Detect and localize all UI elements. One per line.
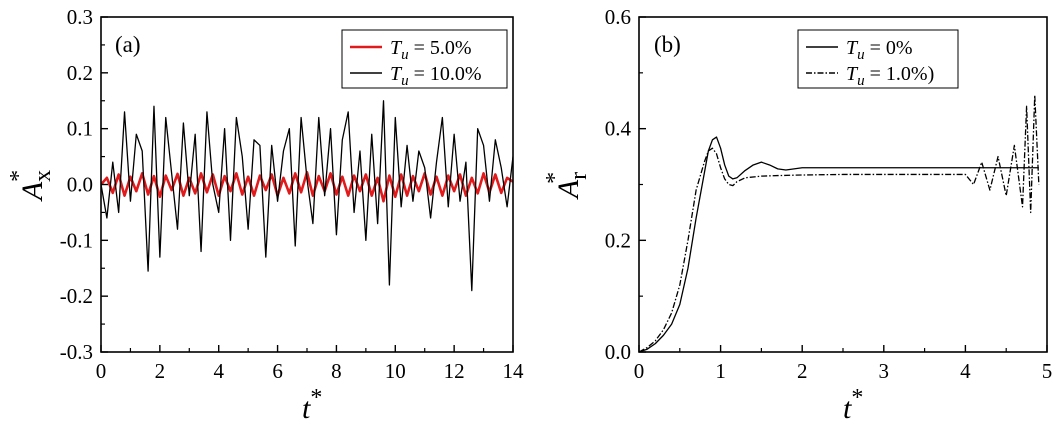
x-tick-label: 3 (879, 359, 890, 383)
legend-symbol: T (390, 37, 403, 59)
x-tick-label: 8 (331, 359, 342, 383)
series-line-2 (101, 100, 513, 292)
y-axis-sub: x (30, 170, 56, 182)
x-tick-label: 5 (1042, 359, 1053, 383)
y-axis-sup: * (6, 170, 32, 182)
legend-box (797, 29, 959, 89)
legend-entry: Tu = 1.0%) (846, 63, 934, 89)
x-axis-symbol: t (302, 392, 311, 425)
x-tick-label: 2 (155, 359, 166, 383)
x-axis-sup: * (851, 385, 863, 411)
y-tick-label: 0.3 (67, 5, 93, 29)
y-tick-label: 0.1 (67, 117, 93, 141)
x-axis-title: t* (302, 385, 322, 425)
panel-label: (a) (115, 32, 141, 57)
legend: Tu = 0%Tu = 1.0%) (797, 29, 959, 89)
y-tick-label: -0.1 (60, 228, 93, 252)
legend-value: = 10.0% (409, 63, 482, 85)
legend-sub: u (401, 47, 409, 63)
legend-symbol: T (846, 63, 859, 85)
legend-value: = 5.0% (409, 37, 472, 59)
legend-entry: Tu = 10.0% (390, 63, 482, 89)
y-axis-symbol: A (16, 181, 49, 202)
x-tick-label: 10 (385, 359, 406, 383)
x-tick-label: 14 (503, 359, 525, 383)
legend-sub: u (401, 73, 409, 89)
legend-sub: u (857, 73, 865, 89)
legend-value: = 1.0%) (865, 63, 935, 85)
y-tick-label: 0.4 (605, 117, 632, 141)
x-tick-label: 12 (444, 359, 465, 383)
legend: Tu = 5.0%Tu = 10.0% (341, 29, 508, 89)
x-tick-label: 4 (213, 359, 224, 383)
x-tick-label: 1 (715, 359, 726, 383)
x-tick-label: 0 (96, 359, 107, 383)
legend-box (341, 29, 508, 89)
series-line-2 (639, 94, 1040, 352)
panel-b: 0 1 2 3 4 50.00.20.40.6(b)t*Ar*Tu = 0%Tu = 1.… (542, 5, 1052, 425)
y-axis-title: Ax* (6, 170, 56, 202)
y-axis-sup: * (542, 172, 568, 184)
x-axis-sup: * (310, 385, 322, 411)
legend-value: = 0% (865, 37, 913, 59)
series-line-1 (639, 136, 1039, 352)
panel-a: 0 2 4 6 8 10 12 14-0.3-0.2-0.10.00.10.20.3(a)t*… (6, 5, 524, 425)
x-tick-label: 2 (797, 359, 808, 383)
y-axis-text: Ar* (542, 172, 592, 200)
x-axis-symbol: t (843, 392, 852, 425)
x-axis-title: t* (843, 385, 863, 425)
legend-entry: Tu = 5.0% (390, 37, 472, 63)
y-tick-label: 0.0 (605, 340, 631, 364)
legend-symbol: T (390, 63, 403, 85)
y-tick-label: -0.2 (60, 284, 93, 308)
y-tick-label: 0.2 (67, 61, 93, 85)
legend-sub: u (857, 47, 865, 63)
y-tick-label: -0.3 (60, 340, 93, 364)
y-axis-symbol: A (552, 179, 585, 200)
y-tick-label: 0.0 (67, 173, 93, 197)
y-tick-label: 0.6 (605, 5, 631, 29)
x-tick-label: 6 (272, 359, 283, 383)
x-tick-label: 4 (960, 359, 971, 383)
legend-entry: Tu = 0% (846, 37, 913, 63)
legend-symbol: T (846, 37, 859, 59)
y-tick-label: 0.2 (605, 228, 631, 252)
panel-label: (b) (654, 32, 681, 57)
y-axis-sub: r (566, 172, 592, 180)
y-axis-title: Ar* (542, 172, 592, 200)
x-tick-label: 0 (634, 359, 645, 383)
y-axis-text: Ax* (6, 170, 56, 202)
